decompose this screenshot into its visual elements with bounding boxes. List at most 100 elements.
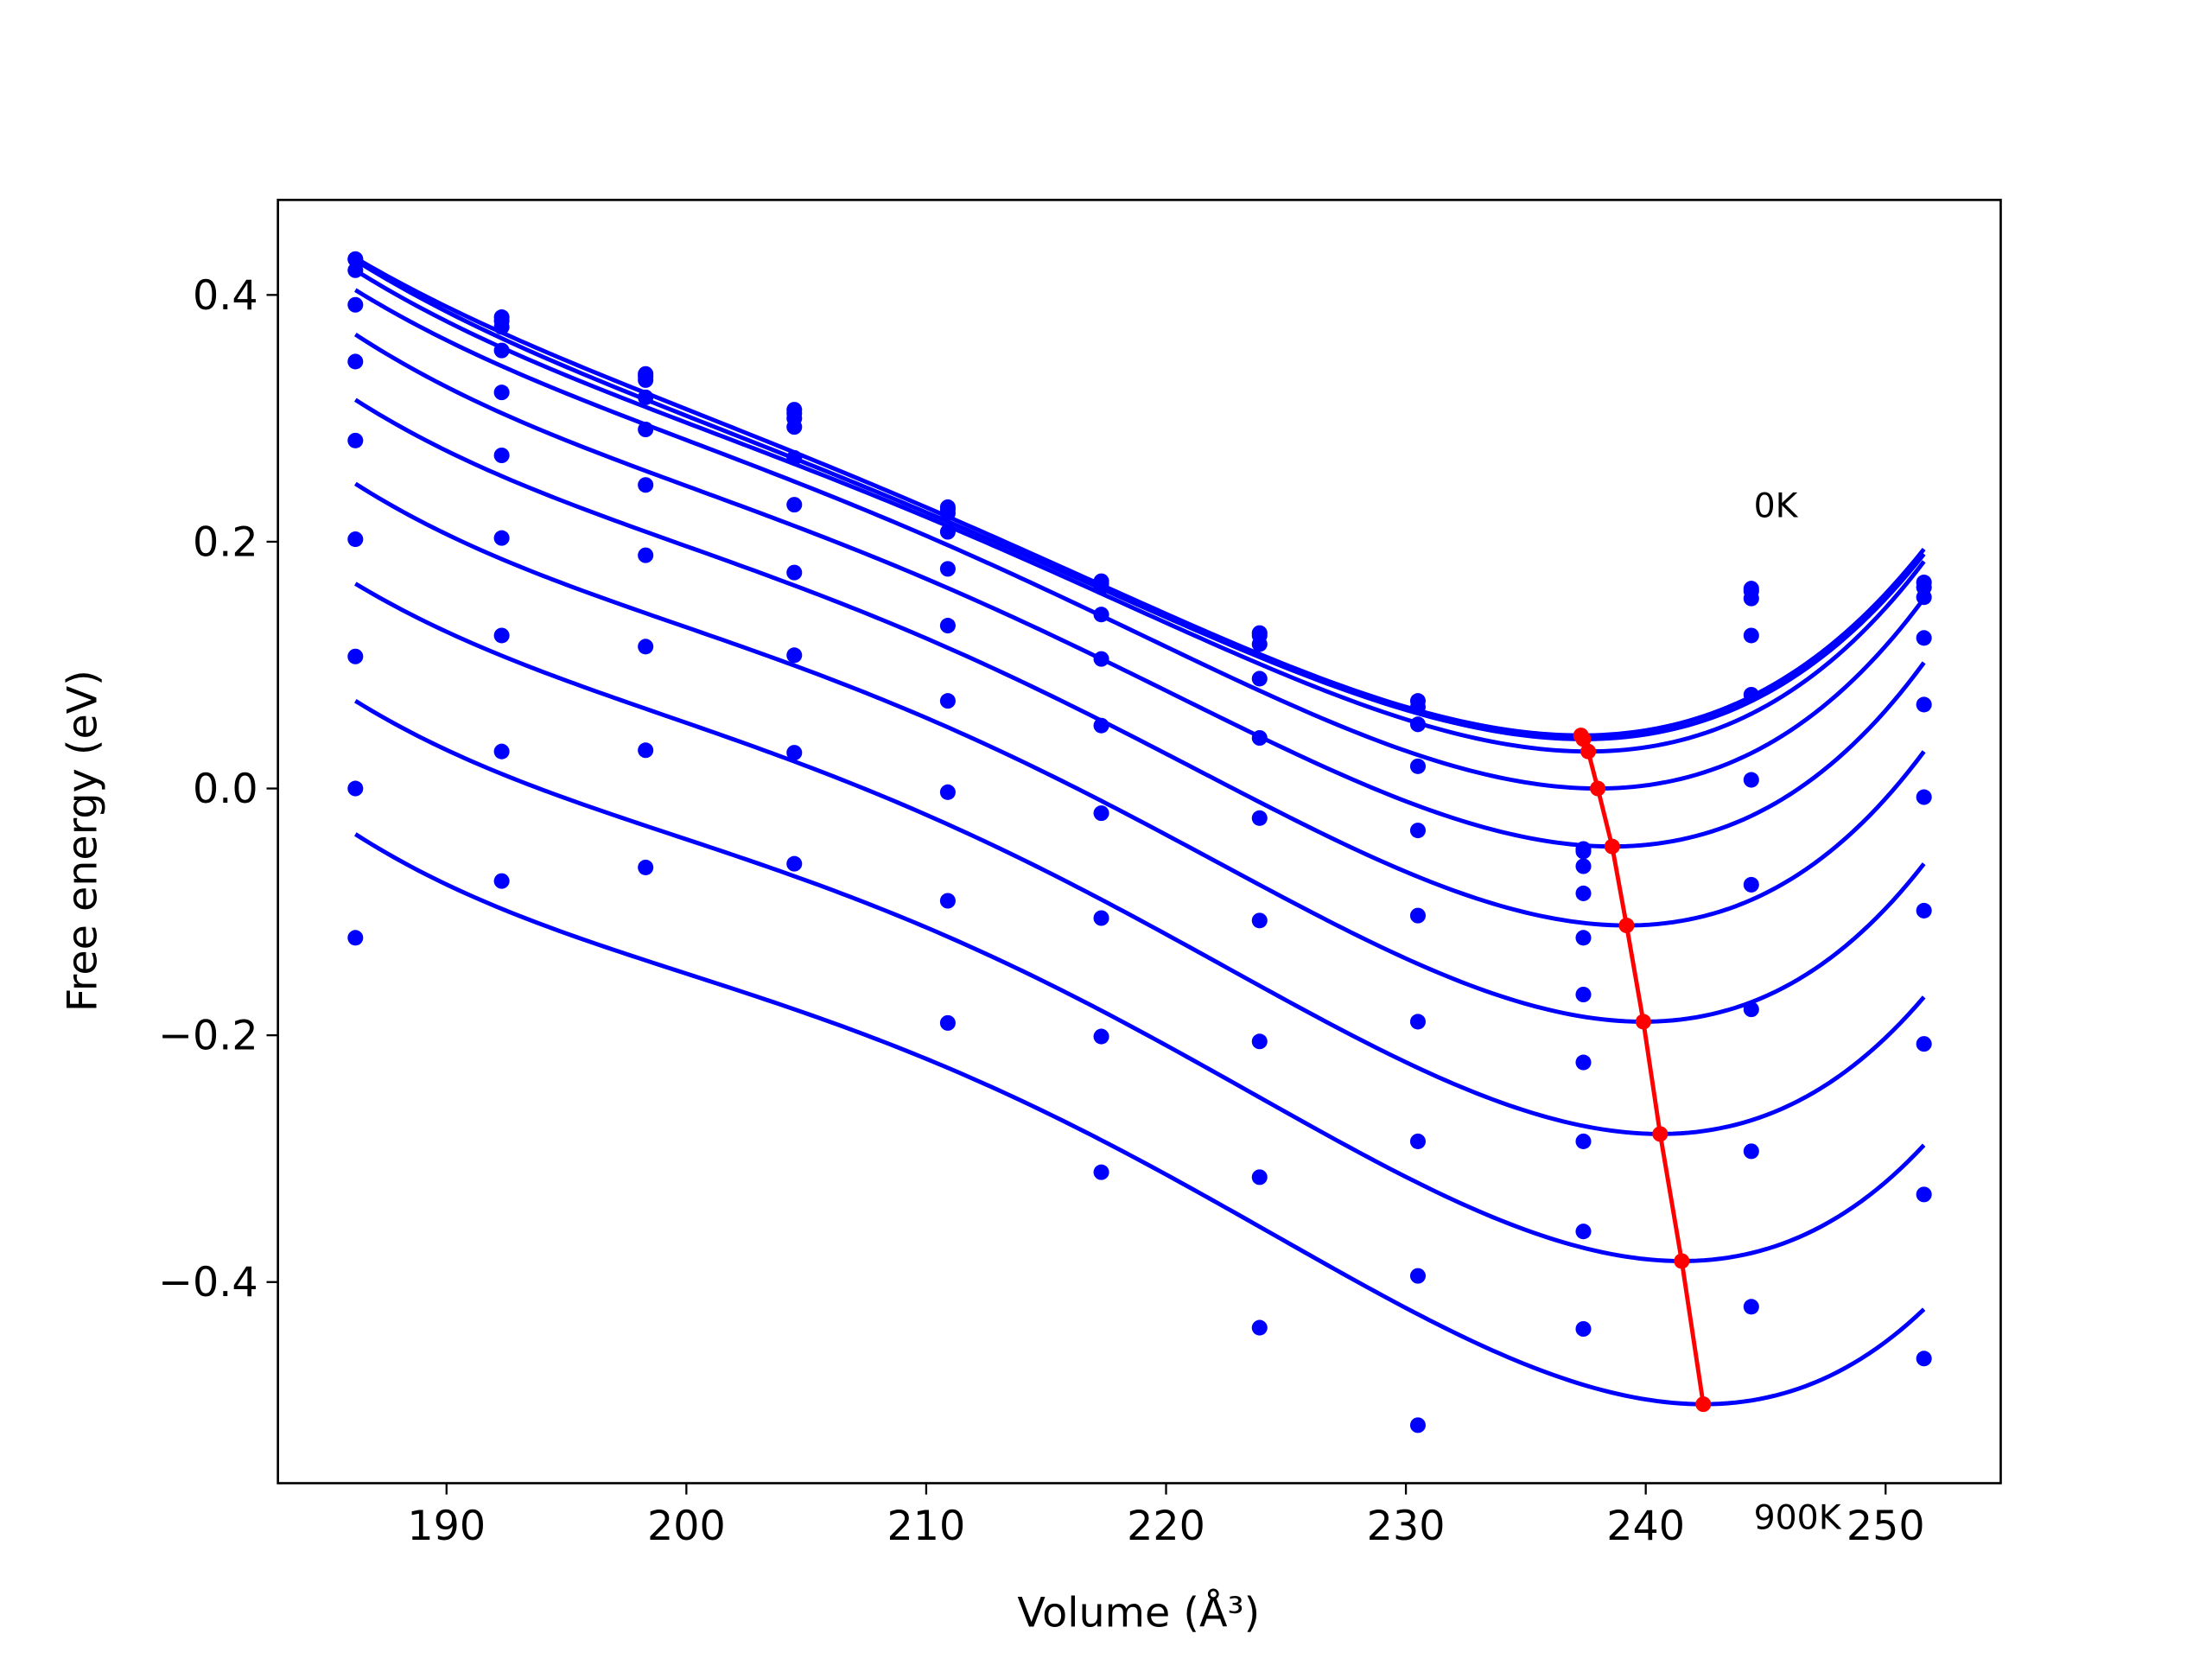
data-point-300K bbox=[939, 524, 956, 540]
fit-curve-200K bbox=[354, 268, 1926, 754]
data-point-800K bbox=[1575, 1224, 1592, 1240]
fit-curve-100K bbox=[354, 258, 1926, 741]
data-point-800K bbox=[1743, 1143, 1759, 1160]
x-tick-label: 200 bbox=[647, 1503, 726, 1550]
minimum-point bbox=[1590, 780, 1606, 797]
data-point-900K bbox=[1575, 1320, 1592, 1338]
data-point-600K bbox=[1916, 902, 1932, 918]
data-point-500K bbox=[1409, 907, 1426, 924]
data-point-800K bbox=[939, 893, 956, 909]
data-point-400K bbox=[347, 353, 364, 370]
x-tick-label: 210 bbox=[887, 1503, 966, 1550]
y-tick-label: −0.4 bbox=[158, 1259, 258, 1306]
data-point-700K bbox=[939, 784, 956, 800]
fit-curve-400K bbox=[353, 332, 1926, 849]
data-point-300K bbox=[1093, 607, 1109, 623]
data-point-200K bbox=[1743, 590, 1759, 607]
data-point-800K bbox=[1916, 1186, 1932, 1203]
data-point-300K bbox=[493, 342, 510, 359]
data-point-700K bbox=[493, 627, 510, 644]
data-points bbox=[347, 251, 1932, 1433]
data-point-900K bbox=[1251, 1319, 1268, 1336]
data-point-100K bbox=[347, 251, 364, 267]
minimum-point bbox=[1575, 731, 1592, 747]
data-point-800K bbox=[638, 742, 654, 759]
data-point-800K bbox=[1409, 1268, 1426, 1284]
data-point-900K bbox=[939, 1014, 956, 1031]
data-point-100K bbox=[1409, 699, 1426, 715]
data-point-300K bbox=[786, 419, 803, 435]
data-point-900K bbox=[1093, 1164, 1109, 1180]
data-point-500K bbox=[347, 432, 364, 448]
x-tick-label: 230 bbox=[1367, 1503, 1446, 1550]
data-point-500K bbox=[1575, 986, 1592, 1003]
data-point-500K bbox=[1251, 810, 1268, 826]
x-axis-label: Volume (Å³) bbox=[1017, 1587, 1260, 1637]
data-point-600K bbox=[1093, 805, 1109, 822]
data-point-400K bbox=[1093, 651, 1109, 667]
data-point-700K bbox=[347, 648, 364, 664]
data-point-200K bbox=[939, 505, 956, 522]
x-tick-label: 220 bbox=[1127, 1503, 1205, 1550]
y-tick-label: 0.0 bbox=[193, 766, 258, 813]
data-point-200K bbox=[1409, 716, 1426, 733]
data-point-300K bbox=[1743, 627, 1759, 644]
data-point-200K bbox=[493, 319, 510, 335]
data-point-200K bbox=[347, 262, 364, 278]
data-point-600K bbox=[638, 547, 654, 563]
data-point-300K bbox=[1916, 630, 1932, 646]
data-point-900K bbox=[1743, 1299, 1759, 1315]
x-axis-ticks: 190 200 210 220 230 240 250 bbox=[407, 1483, 1925, 1550]
data-point-400K bbox=[1409, 823, 1426, 839]
y-tick-label: −0.2 bbox=[158, 1013, 258, 1060]
data-point-900K bbox=[786, 855, 803, 872]
fit-curve-0K bbox=[354, 256, 1926, 738]
minimum-point bbox=[1674, 1253, 1690, 1269]
data-point-900K bbox=[347, 930, 364, 946]
y-tick-label: 0.4 bbox=[193, 272, 258, 320]
data-point-300K bbox=[1409, 758, 1426, 774]
minimum-point bbox=[1580, 743, 1597, 760]
fit-curve-700K bbox=[354, 582, 1926, 1136]
data-point-800K bbox=[786, 745, 803, 761]
data-point-400K bbox=[1575, 930, 1592, 946]
y-tick-label: 0.2 bbox=[193, 518, 258, 566]
data-point-200K bbox=[1575, 858, 1592, 874]
minimum-point bbox=[1618, 918, 1635, 934]
minimum-point bbox=[1695, 1396, 1712, 1413]
annotations: 0K 900K bbox=[1754, 486, 1842, 1537]
data-point-300K bbox=[347, 296, 364, 313]
data-point-700K bbox=[1575, 1133, 1592, 1149]
data-point-800K bbox=[1251, 1169, 1268, 1185]
data-point-900K bbox=[493, 873, 510, 889]
fit-curve-600K bbox=[353, 481, 1926, 1024]
fit-curve-300K bbox=[354, 288, 1926, 791]
data-point-500K bbox=[638, 477, 654, 493]
temperature-annotation: 900K bbox=[1754, 1497, 1842, 1537]
data-point-400K bbox=[939, 561, 956, 577]
data-point-400K bbox=[1916, 696, 1932, 713]
fit-curves bbox=[353, 256, 1926, 1407]
data-point-100K bbox=[1575, 843, 1592, 860]
data-point-300K bbox=[1575, 885, 1592, 901]
data-point-700K bbox=[1251, 1033, 1268, 1050]
data-point-600K bbox=[1409, 1014, 1426, 1030]
data-point-400K bbox=[1743, 686, 1759, 703]
minima-connector-line bbox=[1579, 734, 1706, 1405]
data-point-400K bbox=[638, 421, 654, 438]
plot-frame bbox=[276, 199, 2002, 1484]
data-point-500K bbox=[493, 447, 510, 464]
data-point-200K bbox=[638, 372, 654, 388]
data-point-600K bbox=[786, 564, 803, 581]
data-point-200K bbox=[1916, 589, 1932, 606]
data-point-500K bbox=[786, 497, 803, 513]
data-point-900K bbox=[638, 859, 654, 875]
data-point-600K bbox=[1743, 876, 1759, 893]
data-point-400K bbox=[1251, 729, 1268, 747]
data-point-700K bbox=[1409, 1133, 1426, 1149]
data-point-600K bbox=[939, 693, 956, 709]
fit-curve-800K bbox=[354, 699, 1926, 1263]
data-point-500K bbox=[1743, 772, 1759, 788]
data-point-900K bbox=[1409, 1417, 1426, 1433]
data-point-900K bbox=[1916, 1351, 1932, 1367]
